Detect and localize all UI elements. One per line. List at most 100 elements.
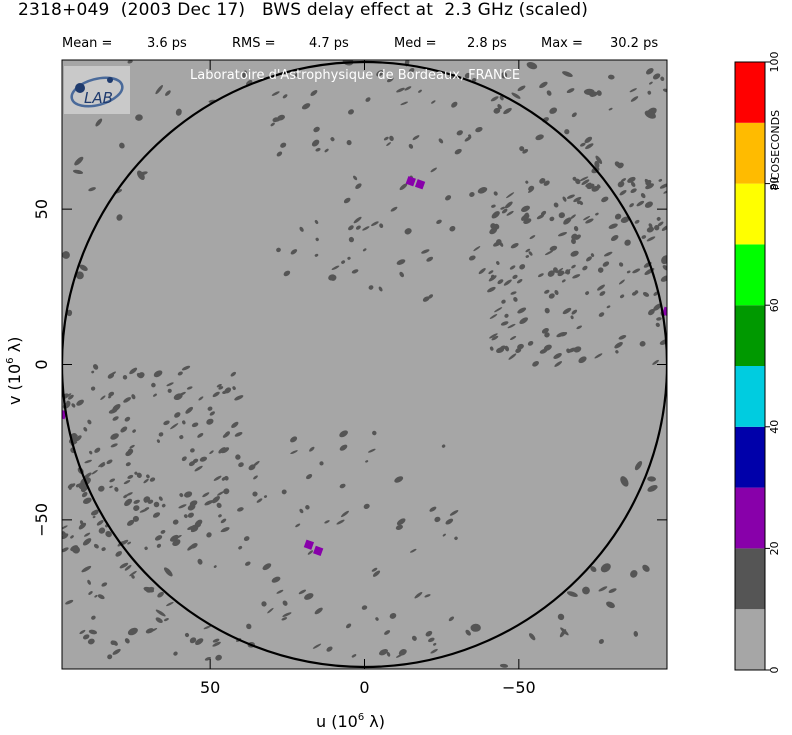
delay-blob xyxy=(517,85,526,92)
delay-blob xyxy=(464,72,471,79)
delay-blob xyxy=(77,483,88,491)
delay-blob xyxy=(212,391,220,398)
delay-blob xyxy=(110,433,119,440)
delay-blob xyxy=(149,477,156,482)
delay-blob xyxy=(428,637,435,643)
delay-blob xyxy=(390,206,398,212)
delay-blob xyxy=(648,308,655,316)
delay-blob xyxy=(154,535,163,541)
delay-blob xyxy=(270,122,275,127)
delay-blob xyxy=(376,70,384,77)
delay-blob xyxy=(94,594,98,598)
delay-blob xyxy=(295,523,301,528)
delay-blob xyxy=(557,232,568,237)
delay-blob xyxy=(184,491,193,498)
delay-blob xyxy=(362,248,367,252)
delay-blob xyxy=(106,459,113,465)
delay-blob xyxy=(508,353,517,360)
delay-blob xyxy=(620,178,627,182)
delay-blob xyxy=(87,579,91,585)
stat-med-label: Med = xyxy=(394,36,437,51)
delay-blob xyxy=(122,375,128,380)
delay-blob xyxy=(510,243,519,249)
delay-blob xyxy=(261,601,267,607)
delay-blob xyxy=(84,532,91,537)
delay-blob xyxy=(509,265,516,270)
delay-blob xyxy=(331,265,340,271)
delay-blob xyxy=(647,90,652,95)
delay-blob xyxy=(181,456,187,462)
x-tick-label: 50 xyxy=(200,678,220,697)
delay-blob xyxy=(591,185,600,192)
delay-blob xyxy=(620,294,625,299)
delay-blob xyxy=(596,90,602,96)
delay-blob xyxy=(195,521,202,527)
delay-blob xyxy=(276,151,283,157)
delay-blob xyxy=(188,461,196,467)
delay-peak xyxy=(661,306,667,317)
stat-rms-value: 4.7 ps xyxy=(309,36,349,51)
delay-blob xyxy=(557,613,565,621)
delay-blob xyxy=(465,629,471,636)
delay-blob xyxy=(230,371,237,377)
delay-blob xyxy=(562,196,567,202)
delay-blob xyxy=(519,264,526,270)
delay-blob xyxy=(153,393,157,397)
delay-blob xyxy=(614,161,621,167)
delay-blob xyxy=(143,478,149,484)
delay-blob xyxy=(347,256,351,260)
delay-blob xyxy=(646,236,656,242)
delay-blob xyxy=(504,313,509,318)
delay-blob xyxy=(399,271,405,278)
delay-blob xyxy=(199,456,208,462)
delay-blob xyxy=(489,313,498,320)
delay-blob xyxy=(378,286,383,292)
delay-blob xyxy=(573,196,582,203)
delay-blob xyxy=(618,335,627,340)
delay-blob xyxy=(544,250,554,256)
delay-blob xyxy=(660,76,665,82)
delay-blob xyxy=(501,299,506,304)
delay-blob xyxy=(224,387,232,394)
delay-blob xyxy=(79,264,88,271)
delay-blob xyxy=(83,472,92,479)
delay-blob xyxy=(408,68,415,74)
delay-blob xyxy=(576,325,583,330)
delay-blob xyxy=(165,90,171,96)
delay-blob xyxy=(246,623,252,630)
delay-blob xyxy=(340,510,350,518)
delay-blob xyxy=(62,547,69,553)
delay-blob xyxy=(445,518,454,525)
delay-blob xyxy=(599,291,606,296)
delay-blob xyxy=(245,561,251,566)
delay-blob xyxy=(299,226,304,232)
delay-blob xyxy=(187,512,194,518)
delay-blob xyxy=(389,135,394,142)
delay-blob xyxy=(421,249,430,254)
colorbar-bin xyxy=(735,487,765,549)
delay-blob xyxy=(644,178,652,187)
delay-blob xyxy=(120,539,129,546)
delay-blob xyxy=(396,259,406,265)
delay-blob xyxy=(238,545,243,550)
y-tick-label: 50 xyxy=(32,199,51,219)
delay-blob xyxy=(203,625,212,630)
delay-blob xyxy=(163,420,170,426)
delay-blob xyxy=(618,279,625,285)
delay-blob xyxy=(361,605,368,610)
delay-blob xyxy=(224,431,230,436)
delay-blob xyxy=(126,492,133,497)
delay-blob xyxy=(70,535,74,539)
delay-blob xyxy=(570,315,574,320)
delay-blob xyxy=(108,391,115,397)
delay-blob xyxy=(127,474,134,479)
delay-blob xyxy=(81,565,92,573)
delay-blob xyxy=(497,104,502,110)
y-axis-ticks: 50 0 −50 xyxy=(32,199,667,537)
delay-blob xyxy=(152,512,161,518)
delay-blob xyxy=(223,488,230,495)
delay-blob xyxy=(179,435,184,440)
delay-blob xyxy=(217,491,224,496)
delay-blob xyxy=(544,332,550,338)
delay-blob xyxy=(215,654,222,661)
